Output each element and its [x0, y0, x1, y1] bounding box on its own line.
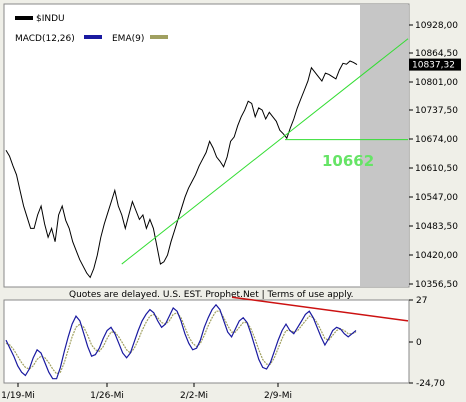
x-axis: 1/19-Mi 1/26-Mi 2/2-Mi 2/9-Mi [1, 383, 292, 401]
legend-swatch-macd [84, 35, 102, 39]
price-plot [5, 38, 409, 279]
macd-y-axis: 27 0 -24,70 [409, 296, 445, 389]
trendline-red [231, 296, 409, 322]
x-tick-label: 2/2-Mi [180, 391, 208, 401]
last-value-tag-bg [409, 58, 461, 71]
macd-plot [5, 296, 409, 380]
price-panel [3, 3, 410, 288]
price-y-tick-label: 10674,00 [415, 135, 458, 145]
level-annotation: 10662 [322, 152, 374, 170]
last-value-label: 10837,32 [412, 61, 455, 71]
future-shaded-area [360, 5, 408, 286]
legend-label-macd: MACD(12,26) [15, 34, 75, 44]
legend-label-ema: EMA(9) [112, 34, 144, 44]
price-y-tick-label: 10547,00 [415, 193, 458, 203]
price-y-tick-label: 10864,50 [415, 49, 458, 59]
delay-notice: Quotes are delayed. U.S. EST. Prophet.Ne… [69, 290, 354, 300]
x-tick-label: 1/26-Mi [90, 391, 124, 401]
legend-label-price: $INDU [36, 14, 65, 24]
price-y-tick-label: 10420,00 [415, 251, 458, 261]
legend-swatch-price [15, 16, 33, 20]
last-value-tag: 10837,32 [409, 58, 461, 71]
macd-y-tick-label: 0 [416, 338, 422, 348]
x-tick-label: 1/19-Mi [1, 391, 35, 401]
macd-y-tick-label: 27 [416, 296, 427, 306]
price-y-tick-label: 10928,00 [415, 21, 458, 31]
price-y-tick-label: 10356,50 [415, 280, 458, 290]
x-tick-label: 2/9-Mi [264, 391, 292, 401]
trendline-support [121, 38, 409, 265]
price-y-tick-label: 10801,00 [415, 78, 458, 88]
price-y-tick-label: 10610,50 [415, 164, 458, 174]
price-y-tick-label: 10737,50 [415, 106, 458, 116]
legend-swatch-ema [150, 35, 168, 39]
price-series-line [5, 60, 358, 279]
price-y-axis: 10928,00 10864,50 10801,00 10737,50 10674,00… [409, 21, 458, 290]
macd-panel [3, 299, 410, 384]
price-y-tick-label: 10483,50 [415, 222, 458, 232]
ema-series-line [5, 310, 357, 375]
legend: $INDU MACD(12,26) EMA(9) [15, 14, 168, 44]
macd-series-line [5, 303, 357, 380]
macd-y-tick-label: -24,70 [416, 379, 445, 389]
